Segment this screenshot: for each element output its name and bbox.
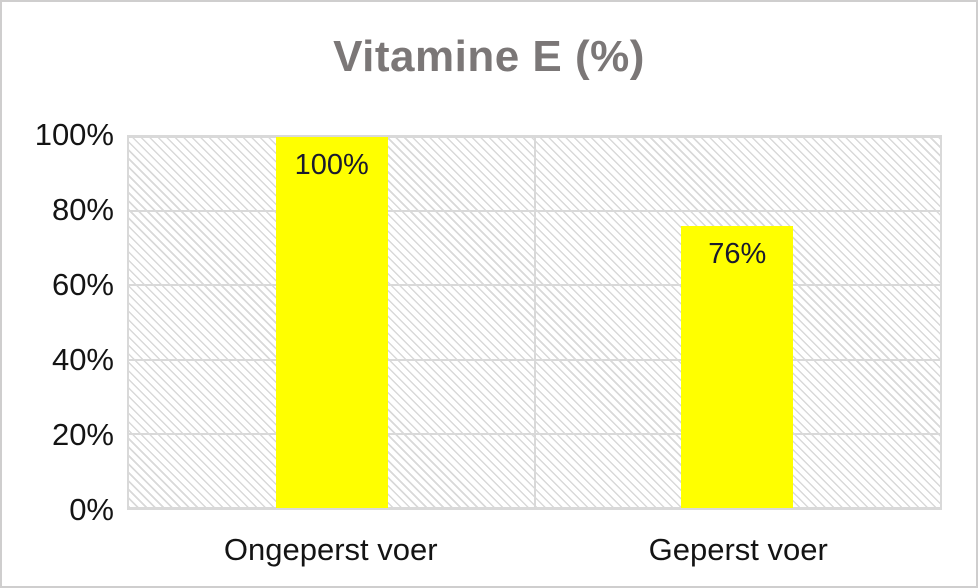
- y-tick-label-60%: 60%: [51, 267, 114, 302]
- chart-title: Vitamine E (%): [333, 32, 645, 81]
- bar-data-label: 100%: [294, 149, 369, 181]
- gridline-0%: [129, 507, 940, 509]
- category-slot: 100%: [129, 137, 535, 508]
- y-axis: 0% 20% 40% 60% 80% 100%: [2, 117, 114, 527]
- x-tick-label-ongeperst-voer: Ongeperst voer: [223, 532, 438, 567]
- bar-ongeperst-voer: 100%: [275, 137, 388, 508]
- category-separator-gridline: [533, 137, 536, 508]
- gridlines-layer: [129, 136, 940, 509]
- plot-area: 100% 76%: [127, 135, 942, 510]
- category-slot: 76%: [535, 137, 941, 508]
- bar-data-label: 76%: [708, 238, 767, 271]
- x-tick-label-geperst-voer: Geperst voer: [648, 532, 828, 567]
- y-tick-label-0%: 0%: [69, 492, 114, 527]
- bars-layer: 100% 76%: [129, 137, 940, 508]
- x-axis: Ongeperst voer Geperst voer: [127, 510, 942, 574]
- y-tick-label-100%: 100%: [34, 117, 114, 152]
- y-tick-label-80%: 80%: [51, 192, 114, 227]
- bar-geperst-voer: 76%: [681, 226, 794, 508]
- y-tick-label-20%: 20%: [51, 417, 114, 452]
- y-tick-label-40%: 40%: [51, 342, 114, 377]
